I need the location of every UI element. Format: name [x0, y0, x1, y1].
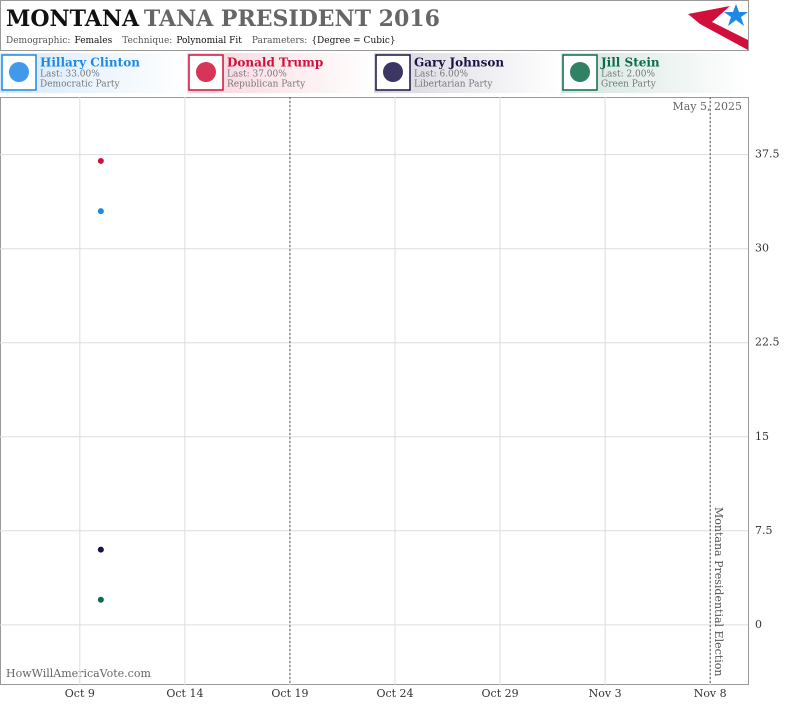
legend-icon: [562, 54, 598, 91]
legend-name: Hillary Clinton: [40, 56, 140, 70]
legend-last: Last: 2.00%: [601, 70, 656, 80]
plot-frame: [0, 97, 749, 685]
meta-value: Polynomial Fit: [176, 36, 242, 46]
x-tick-label: Nov 3: [589, 687, 622, 700]
y-tick-label: 7.5: [755, 524, 773, 537]
x-tick-label: Oct 9: [65, 687, 95, 700]
header-frame: [0, 0, 749, 51]
meta-label: Technique:: [122, 36, 172, 46]
x-tick-label: Nov 8: [694, 687, 727, 700]
point: [97, 596, 104, 603]
legend-party: Green Party: [601, 80, 657, 90]
legend-party: Libertarian Party: [414, 80, 493, 90]
y-tick-label: 22.5: [755, 336, 780, 349]
meta-value: {Degree = Cubic}: [311, 36, 395, 46]
legend-last: Last: 37.00%: [227, 70, 287, 80]
legend-name: Gary Johnson: [414, 56, 504, 70]
legend-name: Donald Trump: [227, 56, 323, 70]
x-tick-label: Oct 19: [271, 687, 308, 700]
chart-title: MONTANA TANA PRESIDENT 2016: [6, 6, 440, 32]
legend-name: Jill Stein: [600, 56, 660, 70]
y-tick-label: 0: [755, 618, 762, 631]
legend-party: Republican Party: [227, 80, 306, 90]
legend-icon-glyph: [570, 62, 590, 82]
y-tick-label: 30: [755, 242, 769, 255]
point: [97, 157, 104, 164]
election-label: Montana Presidential Election: [712, 507, 725, 676]
logo: [688, 4, 748, 50]
y-tick-label: 15: [755, 430, 769, 443]
watermark: HowWillAmericaVote.com: [6, 667, 151, 680]
meta-label: Demographic:: [6, 36, 70, 46]
date-stamp: May 5, 2025: [672, 100, 742, 113]
legend-last: Last: 6.00%: [414, 70, 469, 80]
meta: Demographic: Females Technique: Polynomial …: [6, 36, 396, 46]
point: [97, 546, 104, 553]
point: [97, 208, 104, 215]
y-tick-label: 37.5: [755, 148, 780, 161]
x-tick-label: Oct 14: [166, 687, 203, 700]
legend-last: Last: 33.00%: [40, 70, 100, 80]
legend-icon-glyph: [9, 62, 29, 82]
meta-label: Parameters:: [252, 36, 307, 46]
legend-party: Democratic Party: [40, 80, 121, 90]
legend-icon-glyph: [383, 62, 403, 82]
legend-icon-glyph: [196, 62, 216, 82]
x-tick-label: Oct 24: [376, 687, 413, 700]
x-tick-label: Oct 29: [482, 687, 519, 700]
meta-value: Females: [74, 36, 112, 46]
